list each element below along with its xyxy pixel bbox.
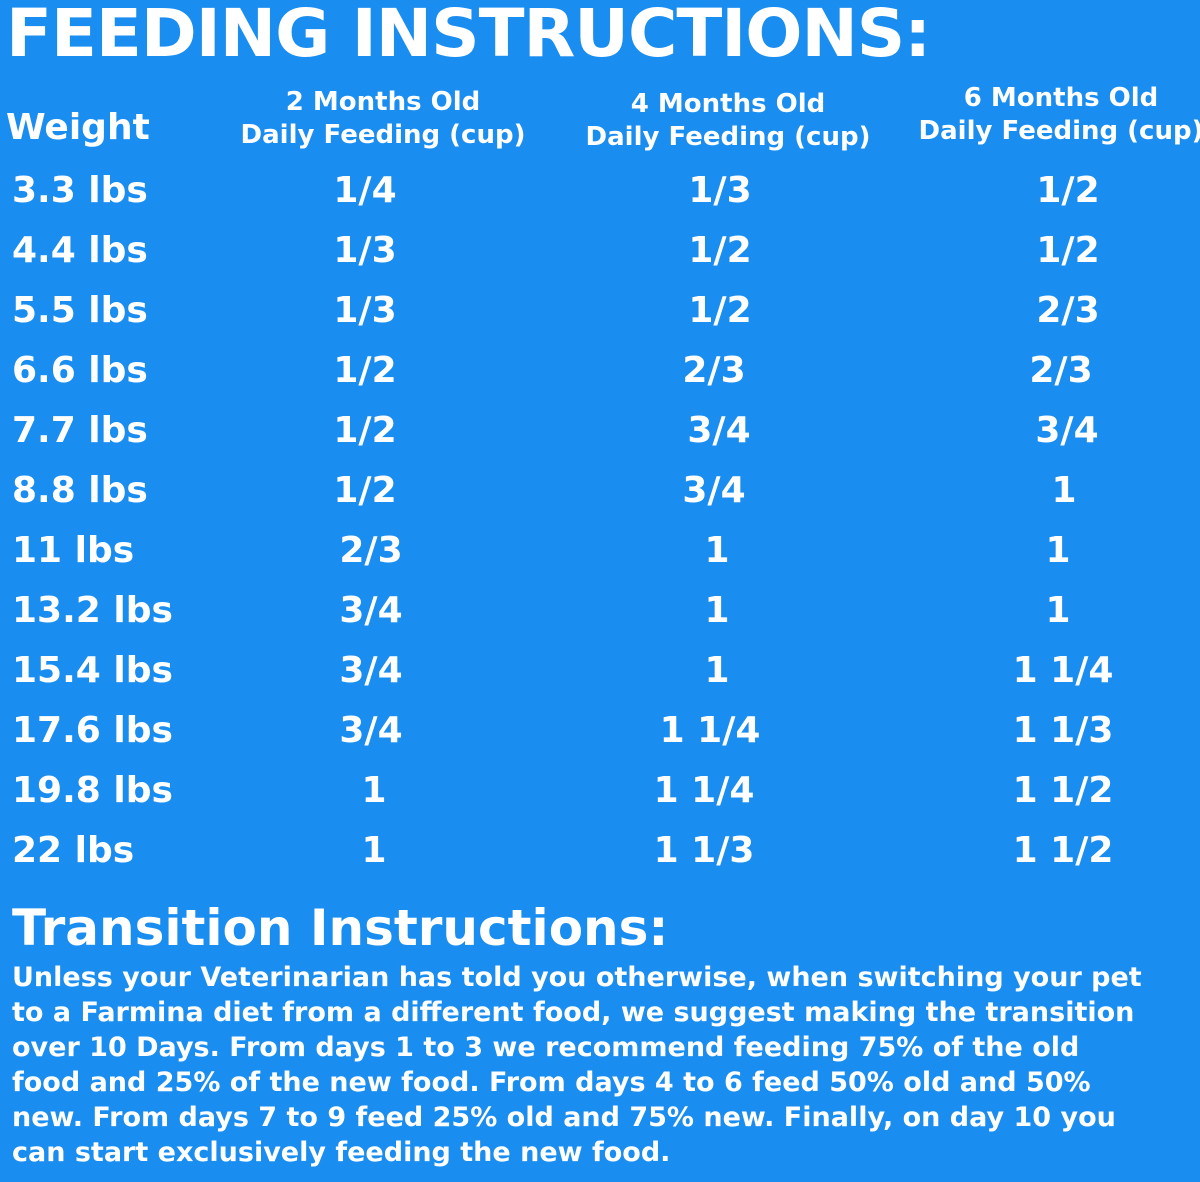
table-row: 13.2 lbs 3/4 1 1	[0, 581, 1200, 641]
table-row: 6.6 lbs 1/2 2/3 2/3	[0, 341, 1200, 401]
cup-6-months-cell: 1 1/3	[1012, 710, 1114, 751]
column-header-line2: Daily Feeding (cup)	[585, 122, 871, 152]
table-row: 4.4 lbs 1/3 1/2 1/2	[0, 221, 1200, 281]
table-row: 11 lbs 2/3 1 1	[0, 521, 1200, 581]
cup-6-months-cell: 3/4	[1035, 410, 1099, 451]
cup-6-months-cell: 1 1/4	[1012, 650, 1114, 691]
weight-cell: 4.4 lbs	[12, 230, 148, 271]
cup-4-months-cell: 3/4	[682, 470, 746, 511]
weight-cell: 19.8 lbs	[12, 770, 173, 811]
cup-2-months-cell: 3/4	[339, 710, 403, 751]
cup-4-months-cell: 3/4	[687, 410, 751, 451]
cup-6-months-cell: 1	[1045, 530, 1071, 571]
cup-2-months-cell: 1/4	[333, 170, 397, 211]
cup-6-months-cell: 2/3	[1036, 290, 1100, 331]
column-header-2-months: 2 Months Old Daily Feeding (cup)	[233, 86, 533, 152]
table-row: 5.5 lbs 1/3 1/2 2/3	[0, 281, 1200, 341]
cup-4-months-cell: 1/2	[688, 290, 752, 331]
cup-4-months-cell: 2/3	[682, 350, 746, 391]
cup-4-months-cell: 1	[704, 590, 730, 631]
column-header-line1: 4 Months Old	[630, 89, 826, 119]
paragraph-line: Unless your Veterinarian has told you ot…	[12, 962, 1142, 993]
cup-6-months-cell: 1/2	[1036, 170, 1100, 211]
cup-4-months-cell: 1	[704, 530, 730, 571]
cup-2-months-cell: 1	[361, 770, 387, 811]
cup-2-months-cell: 1/3	[333, 230, 397, 271]
page-title: FEEDING INSTRUCTIONS:	[6, 0, 931, 72]
cup-4-months-cell: 1 1/4	[653, 770, 755, 811]
weight-cell: 3.3 lbs	[12, 170, 148, 211]
cup-6-months-cell: 2/3	[1029, 350, 1093, 391]
cup-2-months-cell: 1/2	[333, 410, 397, 451]
cup-2-months-cell: 1	[361, 830, 387, 871]
cup-2-months-cell: 1/3	[333, 290, 397, 331]
cup-2-months-cell: 2/3	[339, 530, 403, 571]
paragraph-line: over 10 Days. From days 1 to 3 we recomm…	[12, 1032, 1080, 1063]
weight-cell: 7.7 lbs	[12, 410, 148, 451]
column-header-line2: Daily Feeding (cup)	[240, 120, 526, 150]
column-header-4-months: 4 Months Old Daily Feeding (cup)	[578, 88, 878, 154]
weight-cell: 6.6 lbs	[12, 350, 148, 391]
weight-cell: 13.2 lbs	[12, 590, 173, 631]
cup-4-months-cell: 1	[704, 650, 730, 691]
column-header-line1: 6 Months Old	[963, 83, 1159, 113]
cup-4-months-cell: 1 1/3	[653, 830, 755, 871]
cup-6-months-cell: 1 1/2	[1012, 830, 1114, 871]
weight-cell: 22 lbs	[12, 830, 135, 871]
table-row: 3.3 lbs 1/4 1/3 1/2	[0, 161, 1200, 221]
paragraph-line: new. From days 7 to 9 feed 25% old and 7…	[12, 1102, 1116, 1133]
paragraph-line: to a Farmina diet from a different food,…	[12, 997, 1135, 1028]
cup-2-months-cell: 1/2	[333, 470, 397, 511]
weight-cell: 15.4 lbs	[12, 650, 173, 691]
table-row: 17.6 lbs 3/4 1 1/4 1 1/3	[0, 701, 1200, 761]
paragraph-line: food and 25% of the new food. From days …	[12, 1067, 1091, 1098]
table-row: 19.8 lbs 1 1 1/4 1 1/2	[0, 761, 1200, 821]
column-header-line2: Daily Feeding (cup)	[918, 116, 1200, 146]
cup-4-months-cell: 1/2	[688, 230, 752, 271]
cup-6-months-cell: 1	[1045, 590, 1071, 631]
cup-6-months-cell: 1/2	[1036, 230, 1100, 271]
weight-column-header: Weight	[6, 107, 150, 148]
cup-6-months-cell: 1	[1051, 470, 1077, 511]
cup-6-months-cell: 1 1/2	[1012, 770, 1114, 811]
table-row: 22 lbs 1 1 1/3 1 1/2	[0, 821, 1200, 881]
weight-cell: 17.6 lbs	[12, 710, 173, 751]
cup-4-months-cell: 1 1/4	[659, 710, 761, 751]
weight-cell: 5.5 lbs	[12, 290, 148, 331]
weight-cell: 11 lbs	[12, 530, 135, 571]
transition-paragraph: Unless your Veterinarian has told you ot…	[12, 960, 1198, 1170]
cup-2-months-cell: 3/4	[339, 590, 403, 631]
cup-4-months-cell: 1/3	[688, 170, 752, 211]
table-row: 15.4 lbs 3/4 1 1 1/4	[0, 641, 1200, 701]
cup-2-months-cell: 3/4	[339, 650, 403, 691]
table-row: 7.7 lbs 1/2 3/4 3/4	[0, 401, 1200, 461]
paragraph-line: can start exclusively feeding the new fo…	[12, 1137, 671, 1168]
cup-2-months-cell: 1/2	[333, 350, 397, 391]
transition-title: Transition Instructions:	[12, 899, 669, 957]
weight-cell: 8.8 lbs	[12, 470, 148, 511]
table-row: 8.8 lbs 1/2 3/4 1	[0, 461, 1200, 521]
column-header-6-months: 6 Months Old Daily Feeding (cup)	[911, 82, 1200, 148]
column-header-line1: 2 Months Old	[285, 87, 481, 117]
